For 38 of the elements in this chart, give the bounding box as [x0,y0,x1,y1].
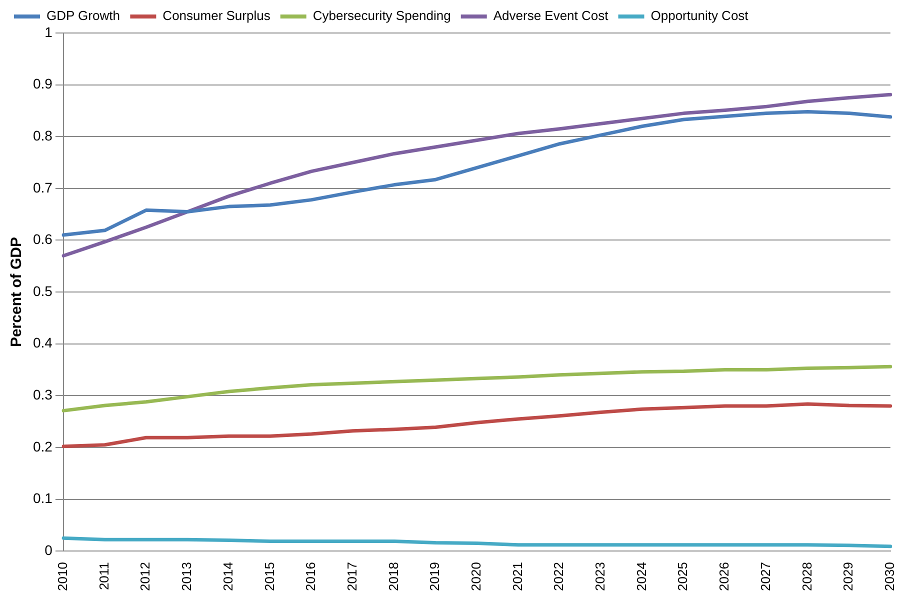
y-tick-label: 0.1 [32,490,53,506]
x-tick-label: 2024 [634,562,649,591]
y-tick-label: 0.2 [32,438,53,454]
x-tick-label: 2013 [179,562,194,591]
x-tick-label: 2021 [510,562,525,591]
x-tick-label: 2017 [344,562,360,591]
x-tick-label: 2015 [262,562,277,591]
y-tick-label: 1 [44,24,53,40]
y-tick-label: 0.8 [32,127,53,144]
x-tick-label: 2018 [386,562,401,591]
x-tick-label: 2010 [55,562,70,591]
x-tick-label: 2023 [592,562,608,591]
y-axis-title: Percent of GDP [8,237,26,348]
x-tick-label: 2027 [758,562,773,591]
x-tick-label: 2022 [551,562,566,591]
legend-label: Adverse Event Cost [493,8,609,24]
legend-label: Opportunity Cost [650,8,749,24]
x-tick-label: 2019 [427,562,442,591]
x-tick-label: 2030 [882,562,897,591]
legend-label: Cybersecurity Spending [312,8,451,24]
x-tick-label: 2028 [799,562,814,591]
x-tick-label: 2011 [96,562,112,590]
y-tick-label: 0.3 [32,386,53,403]
y-tick-label: 0.4 [32,334,53,351]
y-tick-label: 0.5 [32,282,53,299]
y-tick-label: 0.7 [32,179,53,196]
x-tick-label: 2029 [840,562,856,591]
x-tick-label: 2012 [138,562,153,591]
x-tick-label: 2014 [220,562,236,591]
legend-label: GDP Growth [46,8,120,24]
y-tick-label: 0 [44,542,53,558]
y-tick-label: 0.9 [32,76,53,92]
legend-label: Consumer Surplus [162,8,271,24]
x-tick-label: 2020 [468,562,484,591]
x-tick-label: 2025 [675,562,690,591]
y-tick-label: 0.6 [32,231,53,248]
x-tick-label: 2026 [716,562,732,591]
x-tick-label: 2016 [303,562,318,591]
